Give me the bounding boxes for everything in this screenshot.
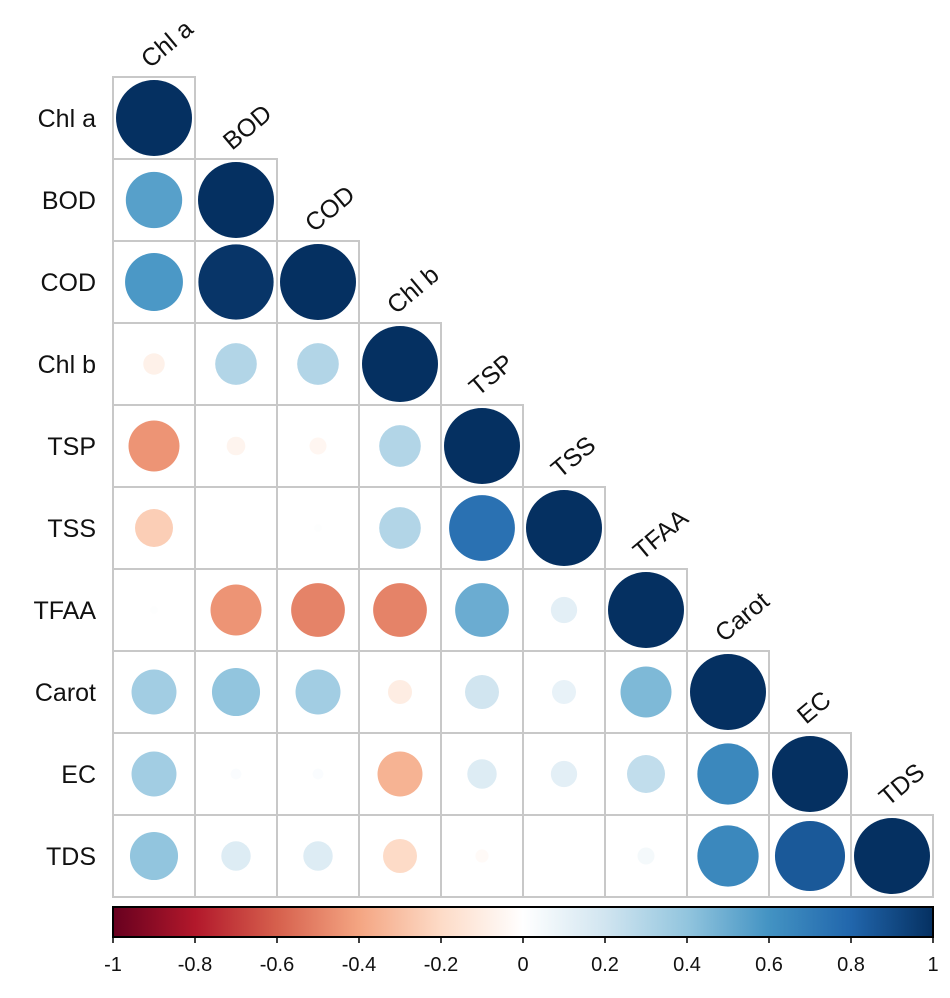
corr-circle [387,679,413,705]
corr-circle [774,820,846,892]
corr-circle [379,425,421,467]
corr-circle [697,743,759,805]
corr-circle [291,583,345,637]
corr-circle [280,244,356,320]
colorbar-tick-label: 0.4 [673,954,701,976]
colorbar-tick-label: 1 [927,954,938,976]
corr-circle [198,244,274,320]
corr-circle [116,80,192,156]
corr-circle [314,524,322,532]
row-label: Carot [35,679,96,707]
corr-circle [444,408,520,484]
corr-circle [215,343,257,385]
colorbar-tick-label: 0.8 [837,954,865,976]
corr-circle [379,507,421,549]
colorbar: -1 -0.8 -0.6 -0.4 -0.2 0 0.2 0.4 0.6 0.8 1 [104,906,939,976]
row-label: TSP [47,433,96,461]
column-label: TFAA [628,504,694,566]
column-label: EC [792,686,837,730]
corr-circle [211,667,261,717]
corr-circle [455,583,509,637]
corr-circle [131,751,177,797]
corr-circle [475,849,489,863]
column-label: BOD [218,99,278,155]
corr-circle [551,679,577,705]
row-label: COD [40,269,96,297]
corr-circle [125,253,183,311]
corr-circle [467,759,497,789]
row-label: TSS [47,515,96,543]
column-label: TDS [874,758,930,812]
colorbar-tick-label: -0.6 [260,954,294,976]
corr-circle [550,760,578,788]
corr-circle [772,736,848,812]
colorbar-tick-label: -0.8 [178,954,212,976]
corr-circle [125,171,183,229]
column-label: Chl b [382,261,445,320]
colorbar-tick-label: -1 [104,954,122,976]
corr-circle [303,841,333,871]
corr-circle [627,755,665,793]
corr-circle [309,437,327,455]
row-label: Chl a [38,105,96,133]
corr-circle [377,751,423,797]
row-label: TFAA [33,597,96,625]
corr-circle [697,825,759,887]
corr-circle [465,675,499,709]
column-label: COD [300,180,361,237]
colorbar-tick-label: 0.6 [755,954,783,976]
corr-circle [620,666,672,718]
corr-circle [854,818,930,894]
cell-TDS-TSS [522,814,606,898]
colorbar-tick-label: 0 [517,954,528,976]
corr-circle [312,768,324,780]
corr-circle [373,583,427,637]
column-label: Chl a [136,15,199,74]
row-label: Chl b [38,351,96,379]
cell-TDS-TDS [850,814,934,898]
corr-circle [297,343,339,385]
corr-circle [550,596,578,624]
corr-circle [135,509,173,547]
corr-circle [449,495,515,561]
colorbar-tick-label: -0.4 [342,954,376,976]
corr-circle [198,162,274,238]
corr-circle [129,831,179,881]
corr-circle [150,606,158,614]
column-label: TSP [464,349,519,402]
corr-circle [526,490,602,566]
corr-circle [221,841,251,871]
cell-TSS-BOD [194,486,278,570]
colorbar-gradient [112,906,934,938]
corr-circle [608,572,684,648]
row-label: BOD [42,187,96,215]
corr-circle [383,839,417,873]
corr-circle [131,669,177,715]
row-labels: Chl a BOD COD Chl b TSP TSS TFAA Carot EC TDS [33,105,96,871]
corr-circle [226,436,246,456]
colorbar-tick-label: -0.2 [424,954,458,976]
row-label: TDS [46,843,96,871]
corr-circle [210,584,262,636]
row-label: EC [61,761,96,789]
corr-circle [690,654,766,730]
colorbar-tick-label: 0.2 [591,954,619,976]
corr-circle [637,847,655,865]
column-label: TSS [546,431,601,484]
corr-circle [362,326,438,402]
corr-circle [128,420,180,472]
column-label: Carot [710,587,775,648]
corr-circle [295,669,341,715]
corr-circle [143,353,165,375]
corr-circle [230,768,242,780]
cell-grid [112,76,934,898]
